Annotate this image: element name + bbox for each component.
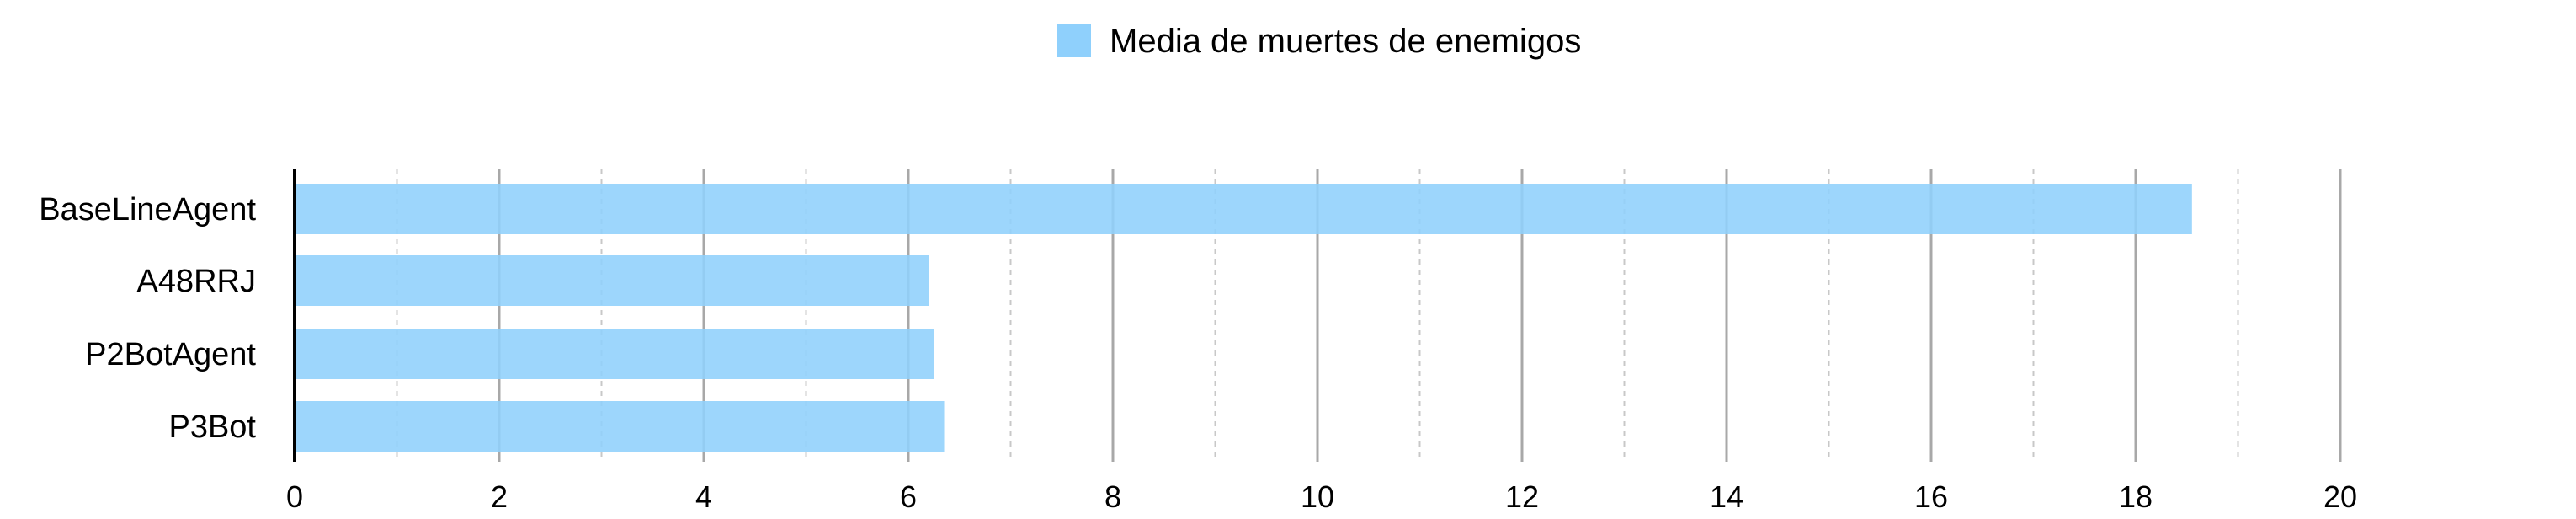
x-tick-label: 4 <box>695 479 712 514</box>
x-tick-label: 10 <box>1301 479 1334 514</box>
category-label: P3Bot <box>168 409 256 445</box>
category-label: BaseLineAgent <box>39 192 256 227</box>
bar-baselineagent <box>295 184 2192 234</box>
bar-p2botagent <box>295 329 934 379</box>
x-tick-label: 18 <box>2119 479 2153 514</box>
category-label: P2BotAgent <box>85 337 256 372</box>
x-tick-labels: 0 2 4 6 8 10 12 14 16 18 20 <box>286 479 2357 514</box>
bars <box>295 184 2192 452</box>
bar-p3bot <box>295 401 945 452</box>
x-tick-label: 16 <box>1914 479 1948 514</box>
x-tick-label: 8 <box>1104 479 1121 514</box>
x-tick-label: 0 <box>286 479 303 514</box>
legend: Media de muertes de enemigos <box>1057 23 1581 60</box>
x-tick-label: 14 <box>1710 479 1743 514</box>
x-tick-label: 20 <box>2323 479 2357 514</box>
category-labels: BaseLineAgent A48RRJ P2BotAgent P3Bot <box>39 192 256 445</box>
x-tick-label: 2 <box>491 479 508 514</box>
bar-a48rrj <box>295 255 929 306</box>
x-tick-label: 12 <box>1505 479 1539 514</box>
x-tick-label: 6 <box>900 479 917 514</box>
legend-label: Media de muertes de enemigos <box>1110 23 1581 60</box>
category-label: A48RRJ <box>137 264 257 299</box>
legend-swatch <box>1057 24 1091 57</box>
